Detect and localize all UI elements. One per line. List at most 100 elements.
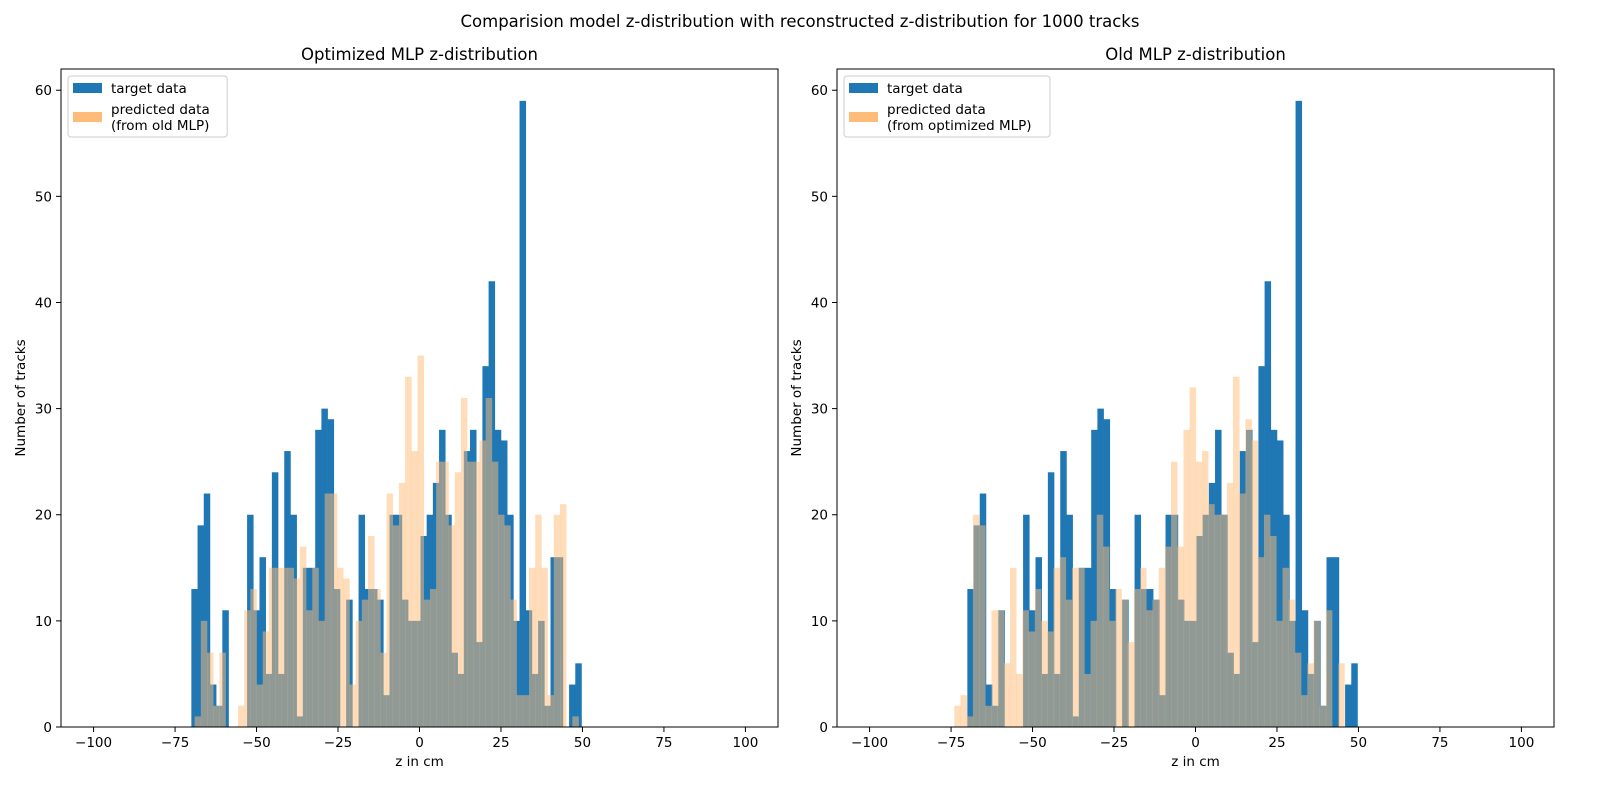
bar — [324, 493, 332, 727]
bar — [1164, 546, 1172, 727]
bar — [1239, 493, 1246, 727]
bar — [1090, 620, 1098, 727]
bar — [237, 705, 245, 727]
y-tick-label: 0 — [819, 720, 828, 736]
bar — [1332, 557, 1340, 727]
bar — [374, 589, 381, 727]
x-tick-label: 25 — [1268, 735, 1285, 751]
bar — [1065, 599, 1073, 727]
x-tick-label: 25 — [492, 735, 509, 751]
bar — [197, 525, 205, 727]
bar — [417, 355, 425, 727]
bar — [1096, 514, 1104, 727]
bar — [1325, 610, 1333, 727]
figure-suptitle: Comparision model z-distribution with re… — [460, 12, 1140, 31]
bars-group — [191, 100, 582, 728]
legend-box — [843, 75, 1051, 138]
legend-swatch-target — [849, 83, 878, 93]
bar — [361, 599, 369, 727]
bar — [1313, 620, 1320, 727]
bar — [392, 525, 400, 727]
bar — [485, 398, 493, 727]
bar — [299, 546, 307, 727]
bar — [423, 599, 431, 727]
bar — [1263, 514, 1271, 727]
bar — [569, 684, 576, 727]
bar — [967, 589, 974, 727]
x-tick-label: 75 — [655, 735, 672, 751]
y-tick-label: 50 — [811, 189, 828, 205]
bar — [1152, 599, 1159, 727]
bar — [1047, 472, 1055, 727]
y-tick-label: 20 — [811, 508, 828, 524]
bar — [1140, 567, 1147, 727]
x-tick-label: −100 — [75, 735, 112, 751]
bar — [1301, 695, 1308, 727]
bar — [1189, 387, 1197, 727]
bar — [1010, 567, 1017, 727]
bar — [1226, 482, 1234, 727]
bar — [541, 567, 548, 727]
bar — [1288, 599, 1296, 727]
bar — [1258, 366, 1265, 727]
bar — [1047, 631, 1054, 727]
bar — [491, 461, 499, 727]
legend-label-target: target data — [111, 81, 187, 97]
x-axis-label: z in cm — [1171, 754, 1220, 770]
bar — [1177, 546, 1184, 727]
bar — [985, 705, 992, 727]
bar — [1270, 535, 1277, 727]
bar — [525, 610, 533, 727]
bar — [250, 589, 257, 727]
bar — [442, 461, 449, 727]
x-tick-label: −25 — [324, 735, 353, 751]
bar — [1003, 663, 1011, 727]
bar — [972, 514, 980, 727]
bar — [1282, 567, 1290, 727]
x-tick-label: 100 — [1509, 735, 1535, 751]
bar — [960, 695, 968, 727]
bar — [306, 610, 313, 727]
bar — [979, 525, 986, 727]
bar — [1053, 567, 1060, 727]
bar — [559, 504, 567, 727]
bar — [519, 100, 527, 728]
series-predicted — [954, 376, 1345, 727]
bar — [1071, 567, 1079, 727]
y-tick-label: 20 — [35, 508, 52, 524]
bar — [1307, 663, 1314, 727]
bar — [1301, 610, 1309, 727]
bar — [207, 652, 214, 727]
x-tick-label: −100 — [851, 735, 888, 751]
bar — [553, 514, 561, 727]
bar — [256, 684, 264, 727]
bar — [966, 716, 974, 727]
bar — [1276, 620, 1283, 727]
x-tick-label: −75 — [161, 735, 190, 751]
y-tick-label: 60 — [35, 83, 52, 99]
bar — [268, 567, 276, 727]
bar — [1158, 567, 1166, 727]
bar — [454, 472, 462, 727]
bar — [337, 567, 344, 727]
bar — [259, 557, 266, 727]
bar — [997, 610, 1005, 727]
bar — [1276, 440, 1284, 727]
bar — [1220, 514, 1228, 727]
x-tick-label: 0 — [1191, 735, 1200, 751]
bar — [467, 461, 474, 727]
bar — [1016, 673, 1023, 727]
chart-panel-1: −100 −75 −50 −25 0 25 50 75 100 0 10 20 30 40 50 60 Opti… — [13, 45, 779, 770]
y-tick-label: 10 — [35, 614, 52, 630]
bar — [1084, 673, 1091, 727]
y-axis-label: Number of tracks — [13, 339, 29, 456]
legend-swatch-predicted — [73, 112, 102, 122]
x-axis-label: z in cm — [395, 754, 444, 770]
bar — [405, 376, 412, 727]
bar — [203, 493, 211, 727]
bar — [1109, 620, 1116, 727]
bar — [330, 493, 338, 727]
bar — [498, 514, 505, 727]
bar — [1121, 599, 1129, 727]
y-tick-label: 0 — [43, 720, 52, 736]
